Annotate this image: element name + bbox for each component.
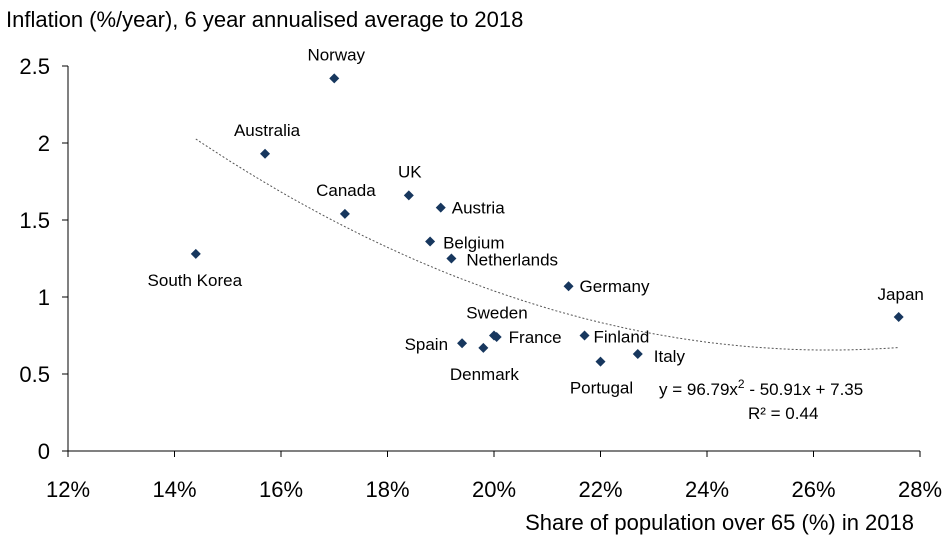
trendline [195, 138, 899, 351]
point-label: Canada [316, 181, 376, 200]
point-label: Norway [307, 45, 365, 64]
point-labels: Norway Australia South Korea Canada UK Austri… [148, 45, 924, 397]
x-axis-label: Share of population over 65 (%) in 2018 [525, 510, 914, 535]
y-tick-label: 0.5 [19, 362, 50, 387]
data-point [190, 248, 201, 259]
point-label: Austria [452, 199, 505, 218]
points-group [190, 73, 904, 367]
x-tick-label: 24% [685, 477, 729, 502]
point-label: South Korea [148, 271, 243, 290]
point-label: Portugal [570, 379, 633, 398]
point-label: Finland [594, 328, 650, 347]
data-point [632, 348, 643, 359]
data-point [491, 332, 502, 343]
data-point [329, 73, 340, 84]
x-tick-label: 26% [791, 477, 835, 502]
point-label: Australia [234, 121, 301, 140]
x-tick-label: 28% [898, 477, 942, 502]
r-squared: R² = 0.44 [748, 404, 818, 423]
trendline-equation: y = 96.79x2 - 50.91x + 7.35 [659, 377, 863, 399]
point-label: Germany [580, 277, 650, 296]
y-tick-label: 2.5 [19, 54, 50, 79]
point-label: Netherlands [466, 251, 558, 270]
data-point [563, 281, 574, 292]
data-point [425, 236, 436, 247]
data-point [446, 253, 457, 264]
x-tick-label: 18% [365, 477, 409, 502]
x-tick-label: 22% [578, 477, 622, 502]
data-point [579, 330, 590, 341]
point-label: France [509, 328, 562, 347]
point-label: Spain [405, 335, 448, 354]
y-tick-label: 0 [38, 439, 50, 464]
point-label: Belgium [443, 234, 504, 253]
y-tick-label: 1.5 [19, 208, 50, 233]
data-point [478, 342, 489, 353]
data-point [339, 208, 350, 219]
point-label: Italy [654, 347, 686, 366]
data-point [435, 202, 446, 213]
data-point [457, 338, 468, 349]
point-label: Denmark [450, 365, 519, 384]
y-tick-label: 1 [38, 285, 50, 310]
point-label: Sweden [466, 304, 527, 323]
data-point [260, 148, 271, 159]
trendline-group [195, 138, 899, 351]
x-tick-label: 14% [152, 477, 196, 502]
data-point [403, 190, 414, 201]
x-tick-label: 20% [472, 477, 516, 502]
point-label: Japan [878, 285, 924, 304]
y-tick-label: 2 [38, 131, 50, 156]
chart-title: Inflation (%/year), 6 year annualised av… [6, 7, 523, 32]
data-point [595, 356, 606, 367]
x-tick-label: 16% [259, 477, 303, 502]
data-point [893, 312, 904, 323]
point-label: UK [398, 162, 422, 181]
axes: 0 0.5 1 1.5 2 2.5 12% 14% 16% 18% 20% 22% 24% 26% 28% [19, 54, 942, 502]
x-tick-label: 12% [46, 477, 90, 502]
